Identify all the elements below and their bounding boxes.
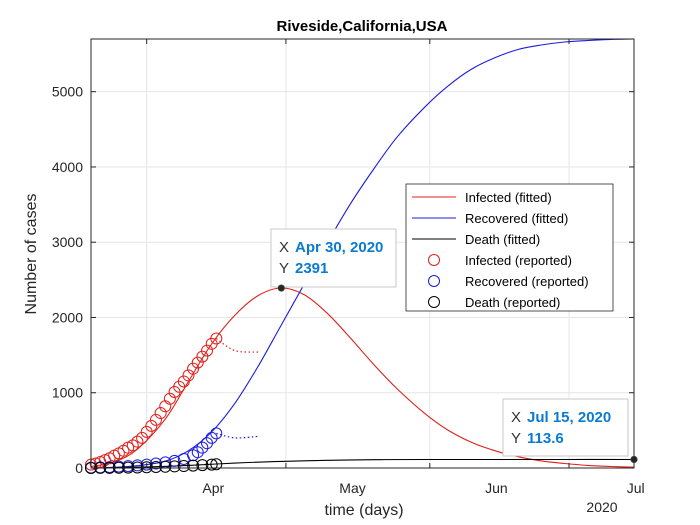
infected-reported-marker [210, 332, 223, 345]
death-reported-marker [140, 461, 153, 474]
x-tick-label: Jul [627, 480, 645, 496]
datatip-box [502, 398, 629, 457]
datatip-y-value: 2391 [295, 260, 328, 277]
recovered-reported-marker [196, 441, 209, 454]
infected-reported-marker [182, 369, 195, 382]
recovered-reported-marker [168, 454, 181, 467]
x-tick-label: Apr [202, 480, 224, 496]
datatip-box [270, 228, 397, 288]
death-reported-marker [187, 459, 200, 472]
datatip: X Jul 15, 2020 Y 113.6 [502, 398, 638, 464]
death-reported-marker [131, 461, 144, 474]
projection-line [216, 432, 259, 439]
infected-fitted-line [90, 287, 635, 468]
legend: Infected (fitted) Recovered (fitted) Death… [405, 183, 614, 312]
y-tick-label: 2000 [52, 309, 83, 325]
infected-reported-marker [131, 435, 144, 448]
death-reported-marker [196, 459, 209, 472]
datatip-x-value: Jul 15, 2020 [527, 409, 611, 426]
datatip-y-label: Y [511, 430, 521, 447]
year-label: 2020 [586, 499, 617, 515]
datatip-y-value: 113.6 [527, 430, 564, 447]
legend-entry-label: Infected (reported) [465, 253, 572, 268]
infected-reported-marker [145, 419, 158, 432]
infected-reported-marker [149, 413, 162, 426]
infected-reported-marker [196, 350, 209, 363]
legend-entry-label: Infected (fitted) [465, 190, 552, 205]
death-reported-marker [205, 458, 218, 471]
legend-entry-label: Death (fitted) [465, 232, 540, 247]
axis-ticks: Apr May Jun Jul 0 1000 2000 3000 4000 5000 [52, 39, 645, 496]
death-reported-marker [210, 458, 223, 471]
infected-reported-marker [187, 362, 200, 375]
infected-reported-marker [126, 439, 139, 452]
recovered-reported-marker [140, 458, 153, 471]
datatip-x-value: Apr 30, 2020 [295, 239, 383, 256]
x-tick-label: May [339, 480, 365, 496]
infected-reported-marker [191, 356, 204, 369]
legend-entry-label: Recovered (fitted) [465, 211, 568, 226]
chart-title: Riveside,California,USA [277, 18, 448, 35]
datatip-x-label: X [511, 409, 521, 426]
infected-reported-marker [177, 375, 190, 388]
death-reported-marker [177, 460, 190, 473]
legend-marker-swatch [428, 254, 440, 266]
x-axis-label: time (days) [324, 502, 403, 519]
legend-marker-swatch [428, 275, 440, 287]
legend-box [405, 183, 614, 312]
y-axis-label: Number of cases [23, 194, 40, 315]
infected-reported-marker [154, 407, 167, 420]
datatip-marker [630, 455, 638, 464]
legend-entry-label: Death (reported) [465, 295, 560, 310]
datatip: X Apr 30, 2020 Y 2391 [270, 228, 397, 292]
recovered-reported-marker [205, 431, 218, 444]
x-tick-label: Jun [485, 480, 508, 496]
legend-entry-label: Recovered (reported) [465, 274, 589, 289]
legend-marker-swatch [428, 296, 440, 308]
infected-reported-marker [136, 431, 149, 444]
recovered-reported-marker [210, 427, 223, 440]
y-tick-label: 0 [75, 460, 83, 476]
y-tick-label: 3000 [52, 234, 83, 250]
infected-reported-marker [201, 344, 214, 357]
y-tick-label: 4000 [52, 159, 83, 175]
death-reported-marker [168, 460, 181, 473]
datatip-y-label: Y [279, 260, 289, 277]
death-reported-marker [149, 461, 162, 474]
death-reported-marker [159, 460, 172, 473]
datatips: X Apr 30, 2020 Y 2391 X Jul 15, 2020 Y 113.6 [270, 228, 638, 464]
infected-reported-marker [163, 392, 176, 405]
plot-frame [90, 38, 635, 469]
y-tick-label: 1000 [52, 385, 83, 401]
recovered-fitted-line [90, 38, 635, 469]
infected-reported-marker [140, 425, 153, 438]
y-tick-label: 5000 [52, 84, 83, 100]
recovered-reported-marker [191, 446, 204, 459]
datatip-x-label: X [279, 239, 289, 256]
datatip-marker [277, 284, 285, 292]
projection-line [215, 338, 259, 353]
